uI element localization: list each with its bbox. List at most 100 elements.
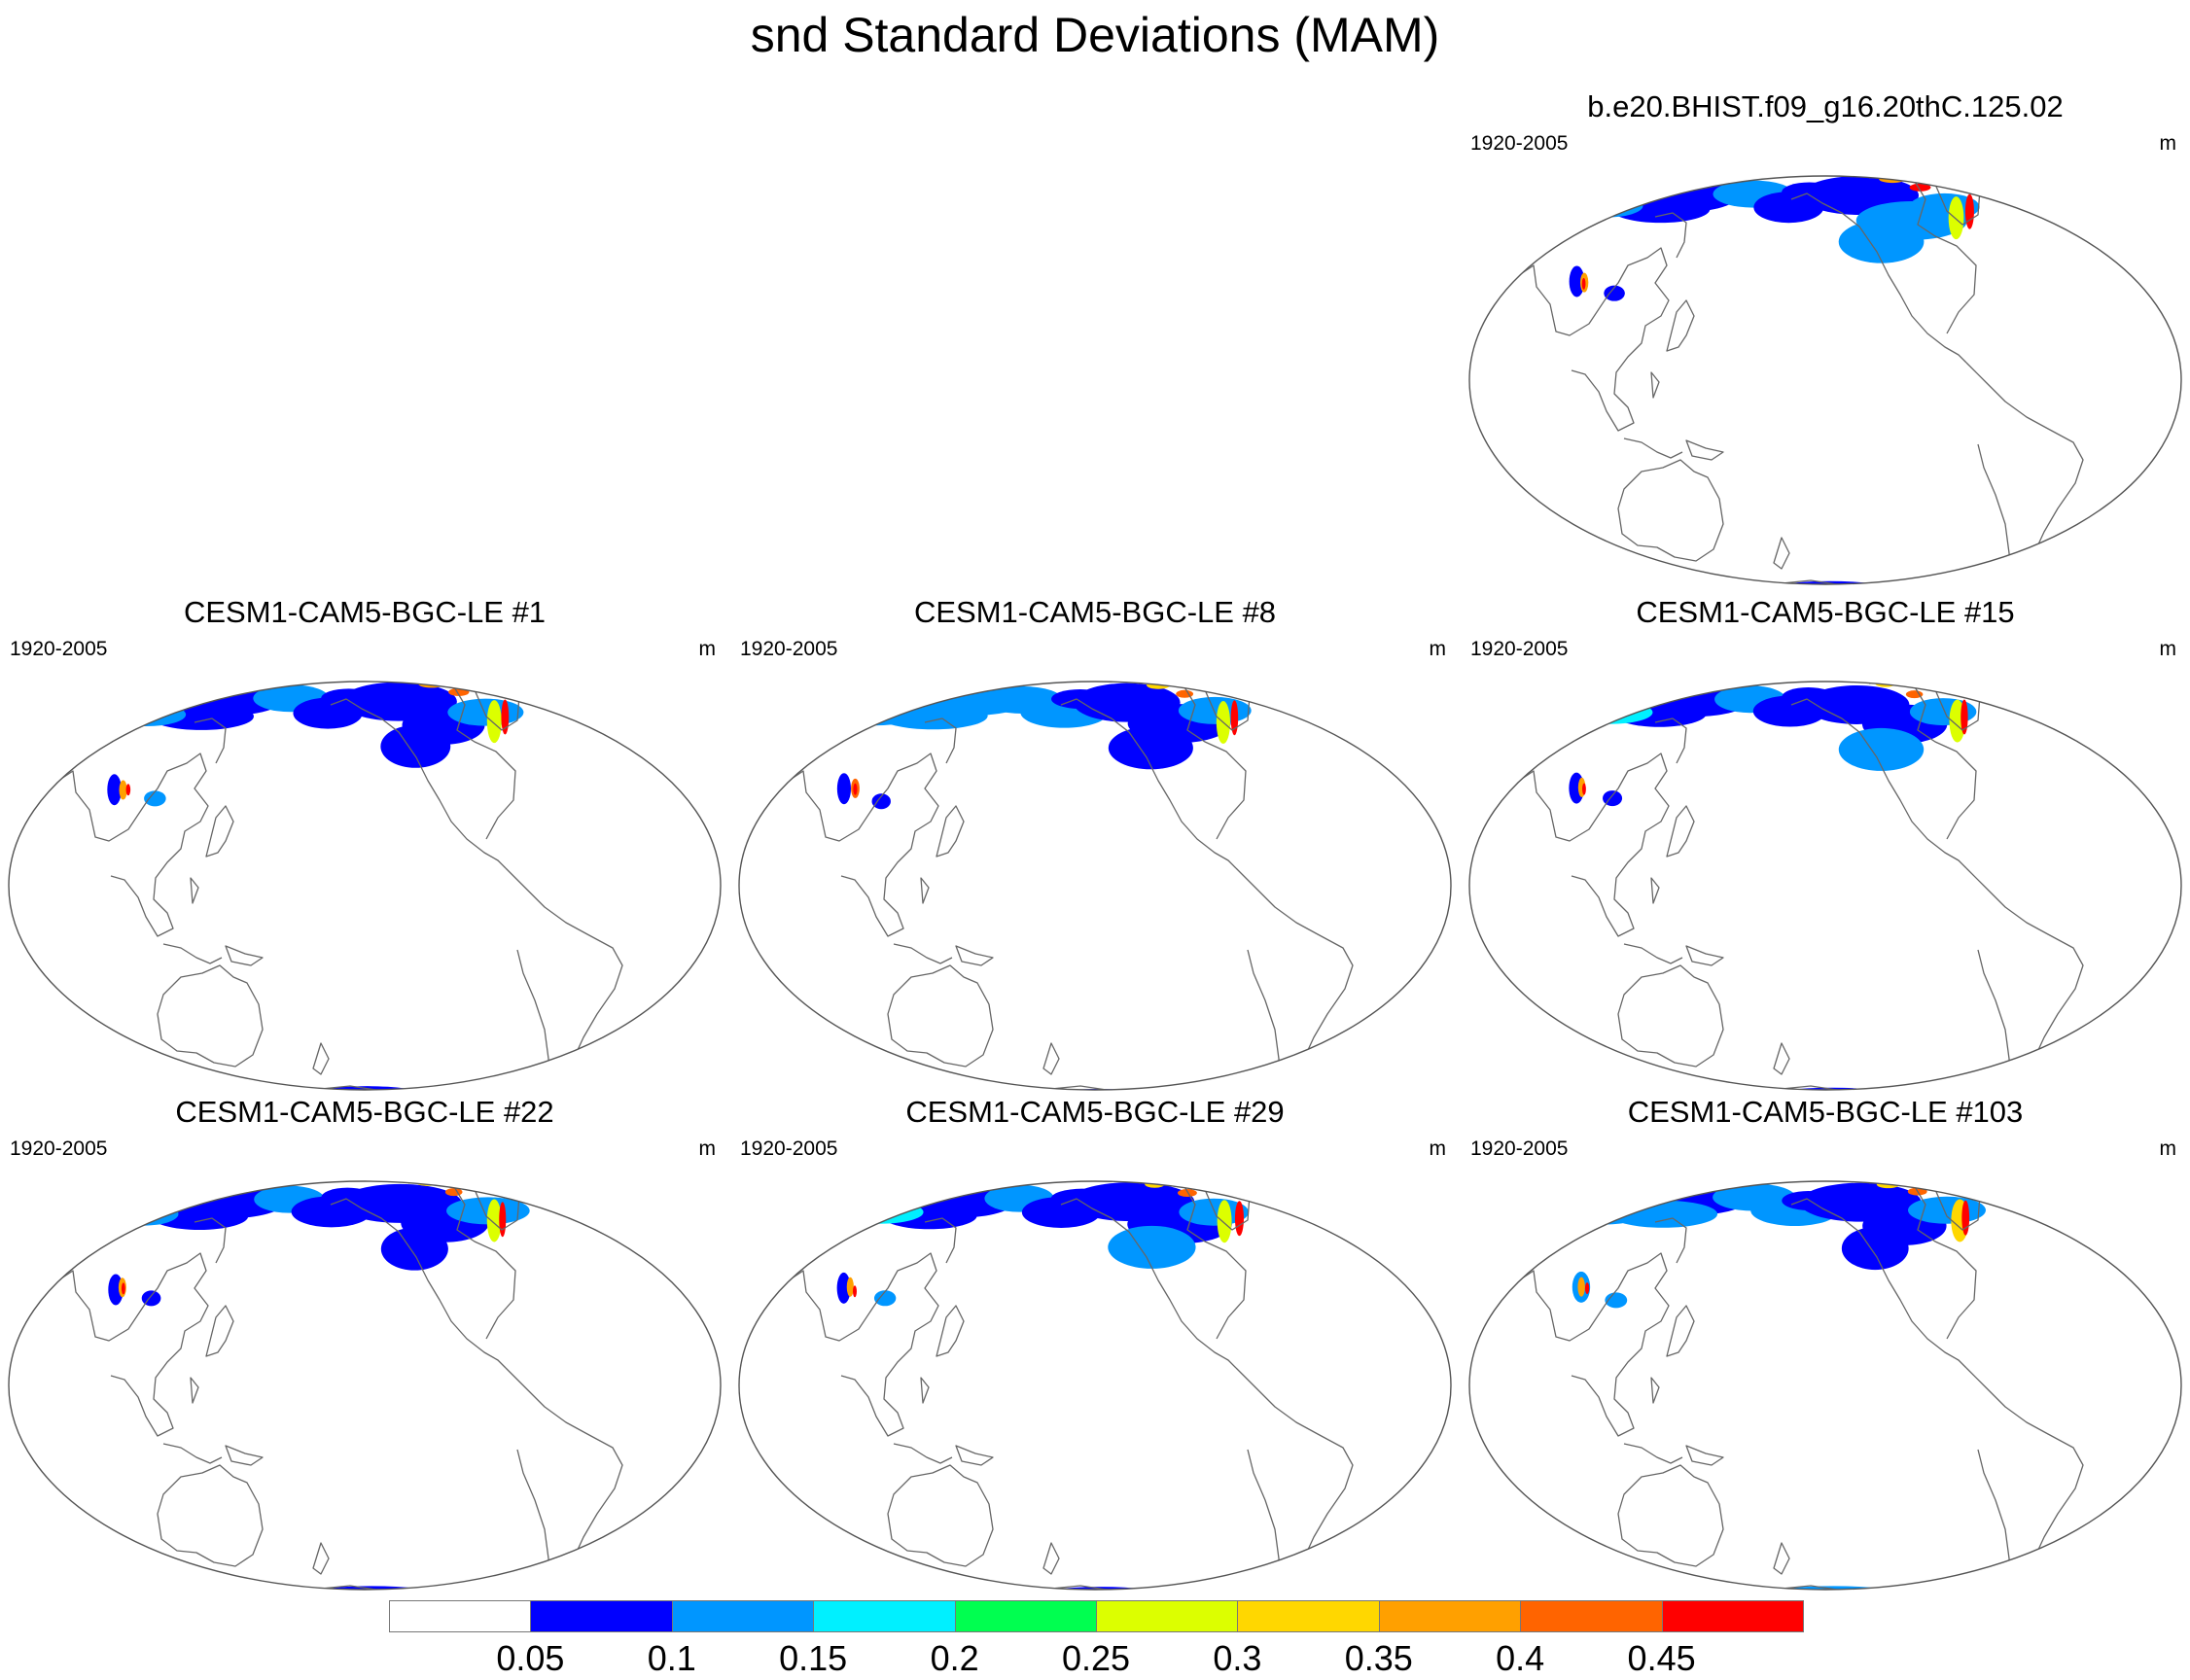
snow-blob	[252, 1593, 336, 1605]
map-border	[1468, 175, 2182, 585]
snow-blob	[1512, 682, 1617, 718]
coastline	[472, 682, 520, 731]
coastline	[846, 1585, 1354, 1590]
snow-blob	[119, 780, 127, 800]
colorbar-tick-label: 0.35	[1344, 1638, 1413, 1678]
colorbar	[389, 1600, 1804, 1632]
coastline	[747, 1252, 939, 1437]
coastline	[1685, 945, 1724, 966]
panel-title: CESM1-CAM5-BGC-LE #22	[175, 1095, 554, 1129]
world-map	[1468, 175, 2182, 585]
snow-blob	[1960, 699, 1968, 735]
coastline	[1773, 1042, 1790, 1075]
snow-blob	[1838, 727, 1925, 771]
snow-blob	[575, 1586, 611, 1590]
panel-period: 1920-2005	[10, 638, 108, 660]
coastline	[505, 867, 623, 1090]
coastline	[1685, 439, 1724, 461]
coastline	[1235, 867, 1354, 1090]
colorbar-tick-label: 0.15	[779, 1638, 848, 1678]
coastline	[1042, 1542, 1060, 1575]
snow-blob	[781, 682, 889, 716]
snow-blob	[846, 1277, 854, 1297]
snow-blob	[835, 1200, 924, 1224]
snow-blob	[1324, 1195, 1336, 1219]
coastline	[920, 877, 930, 904]
coastline	[1022, 660, 1051, 674]
panel-title: CESM1-CAM5-BGC-LE #1	[183, 595, 547, 629]
coastline	[1202, 682, 1251, 731]
panel-period: 1920-2005	[1470, 638, 1569, 660]
snow-blob	[1948, 196, 1964, 240]
colorbar-box	[389, 1600, 532, 1632]
coastline	[1158, 660, 1193, 676]
map-panel-member-22: CESM1-CAM5-BGC-LE #22 1920-2005 m	[0, 1095, 729, 1600]
coastline	[1790, 192, 1967, 364]
coastline	[1932, 176, 1981, 226]
coastline	[1576, 579, 2084, 584]
coastline	[2043, 177, 2092, 235]
coastline	[1889, 1160, 1924, 1175]
coastline	[2043, 1182, 2092, 1241]
coastline	[887, 964, 994, 1068]
coastline	[17, 752, 209, 937]
map-border	[1468, 681, 2182, 1091]
snow-blob	[1898, 578, 1949, 584]
colorbar-tick-label: 0.05	[496, 1638, 565, 1678]
coastline	[920, 1377, 930, 1404]
world-map	[738, 660, 1452, 1091]
snow-blob	[1514, 176, 1613, 209]
coastline	[428, 660, 463, 676]
coastline	[924, 718, 957, 764]
snow-blob	[1178, 696, 1252, 724]
snow-blob	[788, 1200, 853, 1220]
coastline	[1654, 212, 1687, 259]
coastline	[1650, 371, 1660, 399]
snow-blob	[2051, 694, 2062, 718]
map-panel-control: b.e20.BHIST.f09_g16.20thC.125.02 1920-20…	[1461, 89, 2190, 595]
coastline	[2043, 682, 2092, 741]
coastline	[1666, 805, 1695, 858]
map-panel-member-103: CESM1-CAM5-BGC-LE #103 1920-2005 m	[1461, 1095, 2190, 1600]
snow-blob	[1569, 265, 1585, 298]
coastline	[330, 1198, 507, 1369]
coastline	[1617, 459, 1724, 562]
snow-blob	[1976, 1592, 2033, 1604]
snow-blob	[1841, 1227, 1909, 1271]
coastline	[955, 945, 994, 966]
snow-blob	[2050, 1193, 2062, 1217]
coastline	[1889, 660, 1924, 676]
snow-blob	[871, 793, 891, 810]
coastline	[893, 943, 953, 964]
colorbar-box	[813, 1600, 956, 1632]
map-border	[738, 681, 1452, 1091]
snow-blob	[852, 1285, 857, 1298]
snow-blob	[1568, 1201, 1642, 1225]
coastline	[1650, 1377, 1660, 1404]
coastline	[17, 1252, 209, 1437]
coastline	[1666, 299, 1695, 352]
coastline	[1650, 877, 1660, 904]
snow-blob	[1964, 193, 1974, 229]
coastline	[1477, 752, 1670, 937]
colorbar-tick-label: 0.3	[1213, 1638, 1262, 1678]
snow-blob	[2035, 581, 2074, 584]
coastline	[157, 1464, 264, 1567]
snow-blob	[1908, 1196, 1986, 1224]
coastline	[1235, 1367, 1354, 1590]
coastline	[1773, 1542, 1790, 1575]
map-border	[8, 681, 722, 1091]
coastline	[936, 1305, 965, 1357]
coastline	[1623, 438, 1683, 459]
colorbar-tick-label: 0.2	[930, 1638, 979, 1678]
snow-blob	[1582, 783, 1586, 795]
coastline	[162, 1443, 223, 1464]
snow-blob	[444, 1188, 463, 1197]
panel-title: CESM1-CAM5-BGC-LE #8	[913, 595, 1277, 629]
snow-blob	[49, 682, 164, 718]
colorbar-box	[671, 1600, 815, 1632]
snow-blob	[1566, 700, 1653, 724]
map-border	[1468, 1180, 2182, 1591]
snow-blob	[1838, 220, 1925, 263]
snow-blob	[2048, 1190, 2073, 1230]
